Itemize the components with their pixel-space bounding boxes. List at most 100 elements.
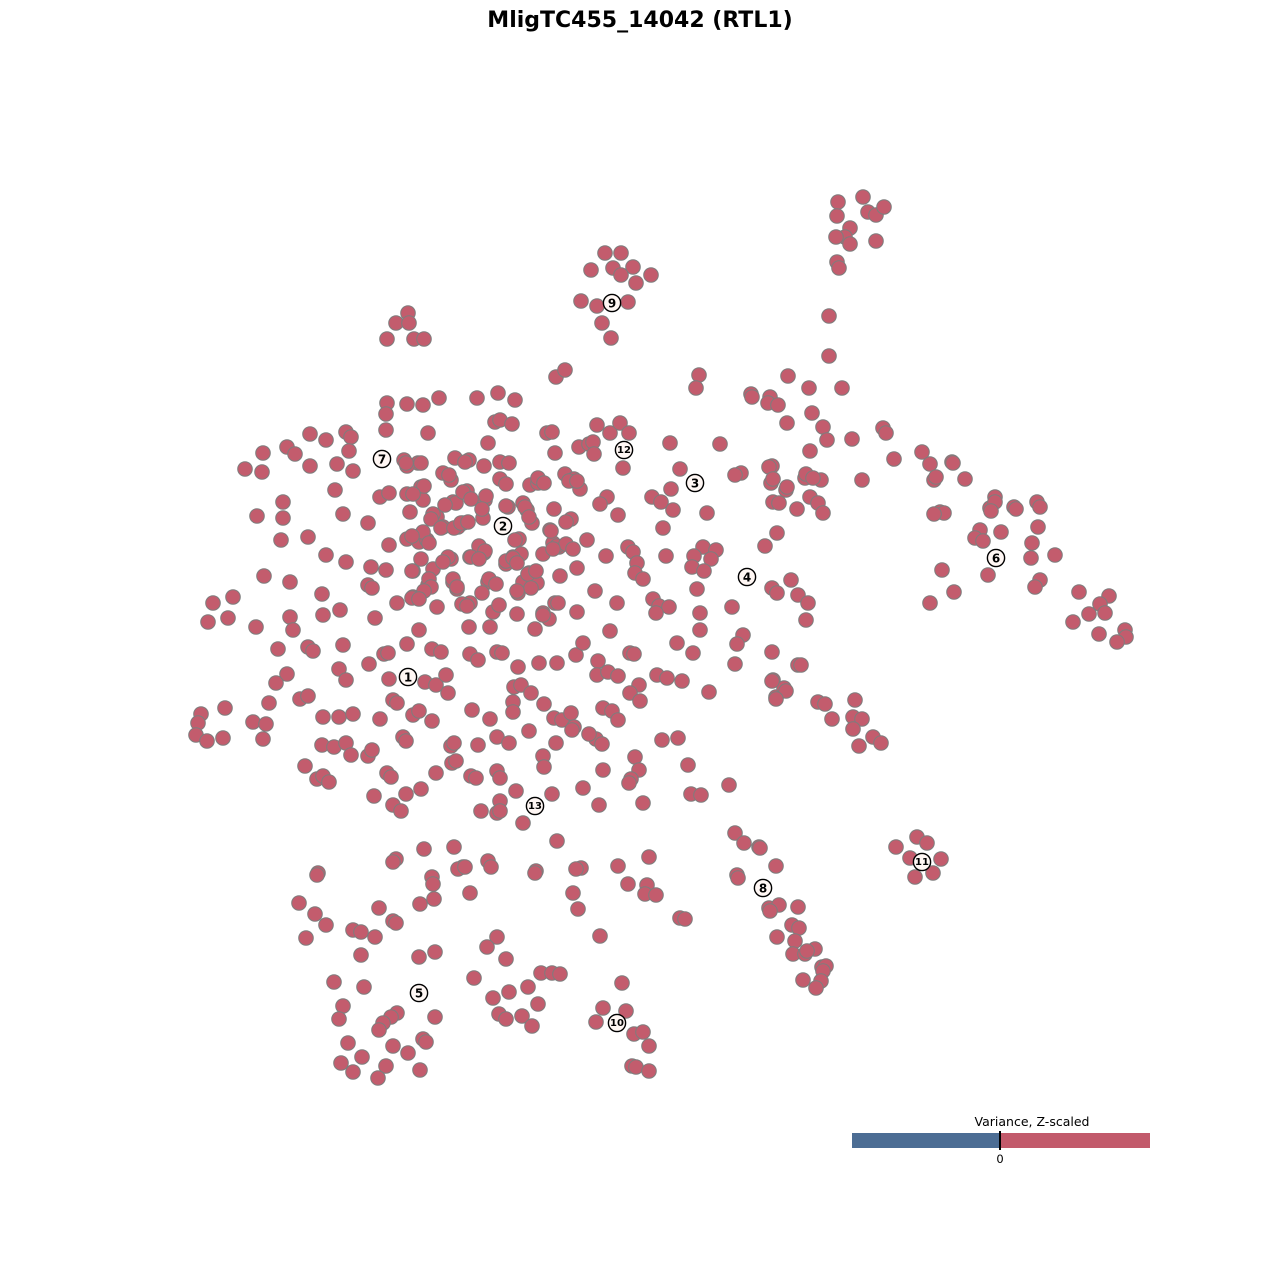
data-point	[479, 939, 495, 955]
data-point	[345, 706, 361, 722]
data-point	[641, 849, 657, 865]
data-point	[602, 425, 618, 441]
data-point	[476, 458, 492, 474]
data-point	[501, 455, 517, 471]
data-point	[804, 405, 820, 421]
cluster-label-circle	[614, 440, 634, 460]
data-point	[463, 491, 479, 507]
data-point	[569, 560, 585, 576]
data-point	[498, 1011, 514, 1027]
data-point	[393, 803, 409, 819]
data-point	[615, 460, 631, 476]
data-point	[768, 858, 784, 874]
data-point	[459, 598, 475, 614]
data-point	[199, 733, 215, 749]
data-point	[1047, 547, 1063, 563]
data-point	[331, 709, 347, 725]
data-point	[789, 501, 805, 517]
data-point	[314, 586, 330, 602]
cluster-label-circle	[737, 567, 757, 587]
data-point	[847, 692, 863, 708]
data-point	[614, 975, 630, 991]
data-point	[770, 397, 786, 413]
data-point	[309, 867, 325, 883]
data-point	[416, 331, 432, 347]
data-point	[641, 1063, 657, 1079]
data-point	[220, 610, 236, 626]
data-point	[378, 422, 394, 438]
data-point	[315, 607, 331, 623]
data-point	[851, 738, 867, 754]
data-point	[648, 605, 664, 621]
data-point	[492, 803, 508, 819]
data-point	[507, 532, 523, 548]
data-point	[367, 929, 383, 945]
data-point	[744, 389, 760, 405]
data-point	[485, 990, 501, 1006]
data-point	[557, 362, 573, 378]
data-point	[980, 567, 996, 583]
data-point	[535, 607, 551, 623]
data-point	[635, 795, 651, 811]
data-point	[595, 1000, 611, 1016]
data-point	[318, 917, 334, 933]
data-point	[509, 606, 525, 622]
data-point	[589, 417, 605, 433]
data-point	[200, 614, 216, 630]
data-point	[530, 996, 546, 1012]
cluster-label-text: 3	[691, 477, 699, 491]
data-point	[282, 609, 298, 625]
data-point	[752, 840, 768, 856]
data-point	[565, 885, 581, 901]
data-point	[402, 504, 418, 520]
data-point	[431, 390, 447, 406]
data-point	[528, 563, 544, 579]
data-point	[469, 390, 485, 406]
data-point	[569, 604, 585, 620]
data-point	[416, 478, 432, 494]
data-point	[420, 425, 436, 441]
cluster-label-text: 13	[528, 801, 542, 812]
cluster-label-text: 6	[992, 552, 1000, 566]
data-point	[842, 236, 858, 252]
data-point	[558, 514, 574, 530]
data-point	[523, 580, 539, 596]
data-point	[658, 548, 674, 564]
data-point	[730, 870, 746, 886]
cluster-label-10: 10	[607, 1013, 627, 1033]
cluster-label-6: 6	[986, 548, 1006, 568]
data-point	[791, 920, 807, 936]
data-point	[340, 1035, 356, 1051]
data-point	[470, 652, 486, 668]
data-point	[798, 612, 814, 628]
data-point	[764, 644, 780, 660]
data-point	[527, 621, 543, 637]
data-point	[435, 554, 451, 570]
data-point	[757, 538, 773, 554]
data-point	[635, 1024, 651, 1040]
data-point	[597, 245, 613, 261]
data-point	[343, 429, 359, 445]
data-point	[474, 585, 490, 601]
data-point	[692, 605, 708, 621]
data-point	[808, 980, 824, 996]
data-point	[550, 595, 566, 611]
data-point	[575, 780, 591, 796]
data-point	[632, 693, 648, 709]
data-point	[389, 595, 405, 611]
data-point	[415, 397, 431, 413]
data-point	[800, 595, 816, 611]
data-point	[366, 788, 382, 804]
data-point	[765, 471, 781, 487]
cluster-label-text: 9	[608, 297, 616, 311]
data-point	[552, 568, 568, 584]
cluster-label-11: 11	[912, 852, 932, 872]
cluster-label-7: 7	[372, 449, 392, 469]
data-point	[536, 696, 552, 712]
data-point	[589, 298, 605, 314]
data-point	[438, 667, 454, 683]
data-point	[696, 563, 712, 579]
data-point	[371, 900, 387, 916]
data-point	[661, 599, 677, 615]
data-point	[385, 1038, 401, 1054]
